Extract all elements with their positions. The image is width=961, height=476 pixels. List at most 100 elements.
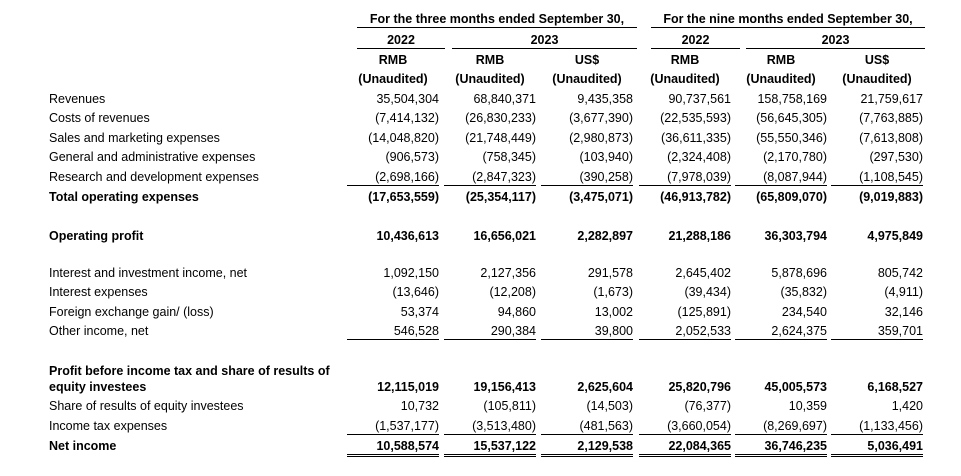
row-label: Interest and investment income, net bbox=[49, 266, 248, 280]
row-value: 22,084,365 bbox=[639, 438, 731, 457]
row-value: (125,891) bbox=[677, 305, 731, 319]
row-value: 234,540 bbox=[781, 305, 827, 319]
row-value: 36,746,235 bbox=[735, 438, 827, 457]
row-value: 19,156,413 bbox=[473, 380, 536, 394]
row-value: (76,377) bbox=[684, 399, 731, 413]
row-value: (3,660,054) bbox=[639, 418, 731, 435]
row-value: (2,847,323) bbox=[444, 169, 536, 186]
row-value: (13,646) bbox=[392, 285, 439, 299]
row-label: Foreign exchange gain/ (loss) bbox=[49, 305, 214, 319]
audit-header: (Unaudited) bbox=[650, 72, 720, 86]
row-value: 45,005,573 bbox=[764, 380, 827, 394]
row-value: 25,820,796 bbox=[668, 380, 731, 394]
row-label: Income tax expenses bbox=[49, 419, 168, 433]
row-value: (4,911) bbox=[884, 285, 923, 299]
row-value: (2,698,166) bbox=[347, 169, 439, 186]
row-label: Operating profit bbox=[49, 229, 144, 243]
row-value: (35,832) bbox=[780, 285, 827, 299]
row-value: 359,701 bbox=[831, 323, 923, 340]
row-value: (56,645,305) bbox=[756, 111, 827, 125]
currency-header: RMB bbox=[378, 53, 408, 67]
year-header: 2022 bbox=[651, 32, 740, 49]
row-value: (2,324,408) bbox=[667, 150, 731, 164]
row-label: Total operating expenses bbox=[49, 190, 199, 204]
row-value: 4,975,849 bbox=[867, 229, 923, 243]
row-value: 12,115,019 bbox=[377, 380, 439, 394]
row-value: (906,573) bbox=[385, 150, 439, 164]
row-value: (21,748,449) bbox=[465, 131, 536, 145]
row-value: 16,656,021 bbox=[473, 229, 536, 243]
row-value: 291,578 bbox=[587, 266, 633, 280]
row-value: (25,354,117) bbox=[465, 190, 536, 204]
row-value: 68,840,371 bbox=[473, 92, 536, 106]
audit-header: (Unaudited) bbox=[455, 72, 525, 86]
row-value: 53,374 bbox=[400, 305, 439, 319]
row-label: Net income bbox=[49, 439, 117, 453]
audit-header: (Unaudited) bbox=[842, 72, 912, 86]
currency-header: US$ bbox=[864, 53, 890, 67]
row-value: 35,504,304 bbox=[376, 92, 439, 106]
row-value: 10,588,574 bbox=[347, 438, 439, 457]
audit-header: (Unaudited) bbox=[552, 72, 622, 86]
audit-header: (Unaudited) bbox=[746, 72, 816, 86]
row-value: (22,535,593) bbox=[660, 111, 731, 125]
currency-header: RMB bbox=[475, 53, 505, 67]
row-label: Research and development expenses bbox=[49, 170, 259, 184]
row-value: (2,980,873) bbox=[569, 131, 633, 145]
row-value: (1,537,177) bbox=[347, 418, 439, 435]
row-value: 21,759,617 bbox=[860, 92, 923, 106]
row-value: (8,087,944) bbox=[735, 169, 827, 186]
row-value: 2,282,897 bbox=[577, 229, 633, 243]
row-value: (2,170,780) bbox=[763, 150, 827, 164]
row-value: 546,528 bbox=[347, 323, 439, 340]
row-value: 2,624,375 bbox=[735, 323, 827, 340]
row-value: (481,563) bbox=[541, 418, 633, 435]
row-value: (105,811) bbox=[483, 399, 536, 413]
currency-header: RMB bbox=[670, 53, 700, 67]
year-header: 2022 bbox=[357, 32, 445, 49]
row-value: (17,653,559) bbox=[368, 190, 439, 204]
row-value: (3,677,390) bbox=[569, 111, 633, 125]
row-value: (758,345) bbox=[482, 150, 536, 164]
row-value: 9,435,358 bbox=[577, 92, 633, 106]
row-value: (12,208) bbox=[489, 285, 536, 299]
row-value: 6,168,527 bbox=[867, 380, 923, 394]
year-header: 2023 bbox=[746, 32, 925, 49]
row-value: 21,288,186 bbox=[668, 229, 731, 243]
currency-header: RMB bbox=[766, 53, 796, 67]
row-label: Share of results of equity investees bbox=[49, 399, 244, 413]
row-value: 5,036,491 bbox=[831, 438, 923, 457]
row-value: 10,732 bbox=[400, 399, 439, 413]
row-value: 1,092,150 bbox=[383, 266, 439, 280]
year-header: 2023 bbox=[452, 32, 637, 49]
row-label: General and administrative expenses bbox=[49, 150, 256, 164]
row-value: (7,978,039) bbox=[639, 169, 731, 186]
currency-header: US$ bbox=[574, 53, 600, 67]
row-value: (46,913,782) bbox=[660, 190, 731, 204]
row-value: 2,625,604 bbox=[577, 380, 633, 394]
row-value: 2,127,356 bbox=[480, 266, 536, 280]
row-value: (8,269,697) bbox=[735, 418, 827, 435]
row-label: Costs of revenues bbox=[49, 111, 150, 125]
row-value: 805,742 bbox=[877, 266, 923, 280]
row-value: 94,860 bbox=[497, 305, 536, 319]
row-value: (3,475,071) bbox=[569, 190, 633, 204]
row-value: (3,513,480) bbox=[444, 418, 536, 435]
row-value: (39,434) bbox=[684, 285, 731, 299]
audit-header: (Unaudited) bbox=[358, 72, 428, 86]
row-value: 158,758,169 bbox=[757, 92, 827, 106]
row-value: (65,809,070) bbox=[756, 190, 827, 204]
row-value: 290,384 bbox=[444, 323, 536, 340]
row-value: 39,800 bbox=[541, 323, 633, 340]
row-label: Interest expenses bbox=[49, 285, 148, 299]
period-header: For the nine months ended September 30, bbox=[651, 11, 925, 28]
row-value: 10,359 bbox=[788, 399, 827, 413]
row-value: 36,303,794 bbox=[764, 229, 827, 243]
row-value: (297,530) bbox=[869, 150, 923, 164]
row-value: 2,129,538 bbox=[541, 438, 633, 457]
row-value: (103,940) bbox=[579, 150, 633, 164]
row-label: Other income, net bbox=[49, 324, 149, 338]
row-value: 2,645,402 bbox=[675, 266, 731, 280]
row-value: (7,763,885) bbox=[859, 111, 923, 125]
